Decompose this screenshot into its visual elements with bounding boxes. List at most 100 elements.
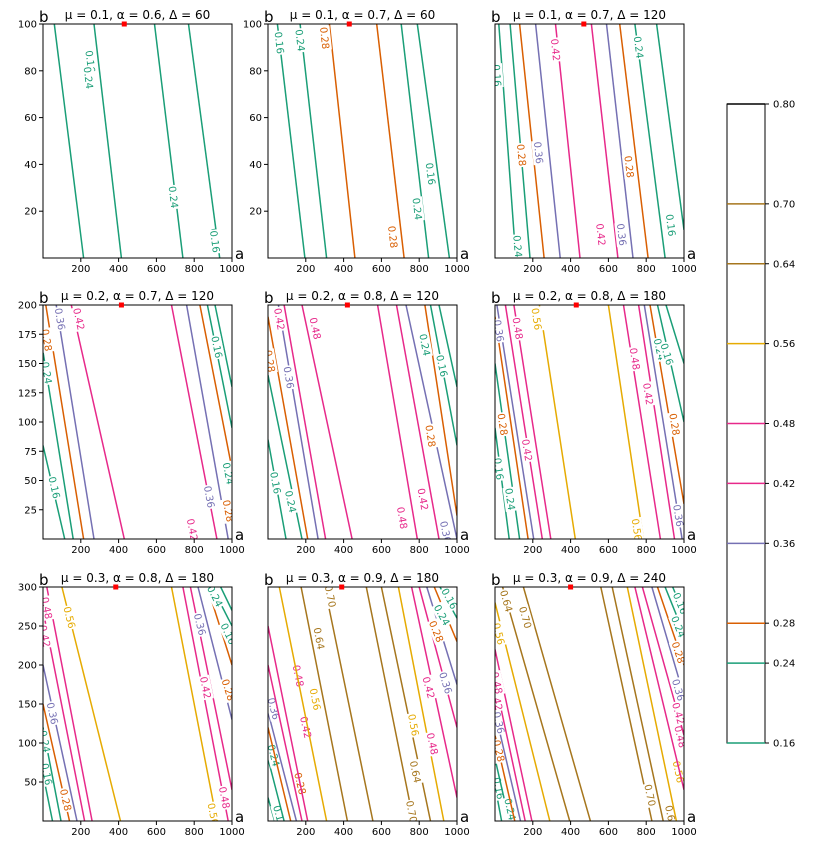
contour-line-0.16 — [220, 587, 232, 611]
contour-label: 0.36 — [670, 504, 684, 528]
panel-title: μ = 0.3, α = 0.9, Δ = 240 — [513, 571, 666, 585]
x-tick-label: 1000 — [671, 264, 696, 275]
colorbar-tick-label: 0.64 — [773, 259, 795, 270]
contour-label: 0.24 — [220, 462, 235, 486]
contour-label-bg — [45, 474, 63, 501]
contour-label: 0.36 — [531, 141, 544, 164]
contour-label-bg — [204, 801, 222, 821]
contour-label-bg — [510, 233, 525, 258]
contour-label-bg — [43, 623, 54, 650]
contour-label: 0.28 — [57, 788, 73, 812]
contour-label: 0.42 — [297, 716, 312, 740]
panel-5: 0.160.240.280.360.42 0.480.480.420.360.28… — [264, 289, 470, 556]
contour-label-bg — [438, 587, 457, 613]
contour-line-0.36 — [605, 24, 634, 258]
y-tick-label: 100 — [243, 20, 262, 31]
contour-label: 0.24 — [166, 186, 180, 209]
contour-label-bg — [663, 212, 679, 238]
contour-label-bg — [394, 505, 411, 531]
x-tick-label: 400 — [334, 545, 353, 556]
x-tick-label: 1000 — [219, 827, 244, 838]
contour-label-bg — [306, 686, 324, 713]
contour-lines: 0.16 0.24 0.28 0.28 0.24 0.16 — [272, 24, 451, 258]
x-tick-label: 800 — [410, 545, 429, 556]
contour-label-bg — [268, 469, 284, 496]
y-tick-label: 100 — [18, 20, 37, 31]
x-tick-label: 1000 — [444, 545, 469, 556]
contour-label: 0.28 — [494, 413, 508, 437]
contour-label-bg — [670, 502, 684, 529]
y-axis-label: b — [39, 8, 49, 26]
x-tick-label: 400 — [109, 827, 128, 838]
contour-label: 0.24 — [410, 197, 424, 220]
y-tick-label: 300 — [18, 583, 37, 594]
contour-label: 0.36 — [437, 520, 452, 544]
contour-label-bg — [668, 639, 684, 666]
axes-frame — [267, 304, 458, 540]
contour-label-bg — [268, 695, 283, 722]
panel-7: 0.160.240.280.360.420.48 0.560.560.480.42… — [18, 571, 245, 838]
contour-line-0.24 — [206, 305, 232, 429]
contour-label-bg — [280, 364, 297, 391]
panel-3: 0.160.240.28 0.360.420.42 0.360.280.240.16… — [491, 8, 697, 275]
contour-line-0.48 — [634, 587, 684, 790]
contour-label-bg — [497, 587, 516, 615]
contour-label: 0.42 — [197, 676, 212, 700]
contour-label-bg — [322, 587, 339, 610]
contour-label-bg — [70, 306, 88, 333]
panel-title: μ = 0.1, α = 0.6, Δ = 60 — [65, 8, 211, 22]
contour-label: 0.16 — [45, 476, 61, 500]
colorbar-tick-label: 0.48 — [773, 419, 795, 430]
contour-label-bg — [409, 196, 425, 222]
axes-frame — [494, 23, 685, 259]
contour-line-0.70 — [522, 587, 592, 821]
contour-label-bg — [422, 161, 439, 187]
y-axis-label: b — [264, 8, 274, 26]
contour-label: 0.16 — [490, 776, 505, 800]
contour-label: 0.36 — [52, 307, 66, 331]
x-tick-label: 800 — [410, 827, 429, 838]
contour-label-bg — [52, 306, 68, 332]
y-axis-label: b — [491, 8, 501, 26]
x-tick-label: 200 — [71, 545, 90, 556]
contour-label: 0.48 — [488, 671, 503, 695]
axes-frame — [494, 586, 685, 822]
contour-label-bg — [282, 488, 299, 515]
x-tick-label: 600 — [599, 545, 618, 556]
x-tick-label: 400 — [561, 264, 580, 275]
x-tick-label: 400 — [561, 545, 580, 556]
x-tick-label: 600 — [599, 827, 618, 838]
contour-label: 0.24 — [39, 361, 53, 385]
contour-label-bg — [204, 587, 226, 610]
contour-label: 0.16 — [272, 31, 286, 54]
contour-line-0.64 — [300, 587, 349, 821]
x-tick-label: 200 — [523, 545, 542, 556]
y-axis-label: b — [39, 571, 49, 589]
contour-label: 0.16 — [270, 804, 287, 828]
contour-label-bg — [44, 700, 61, 727]
contour-label-bg — [43, 595, 55, 621]
contour-label: 0.16 — [663, 214, 677, 238]
contour-label: 0.24 — [416, 333, 431, 357]
contour-label: 0.16 — [670, 591, 689, 616]
axes-frame — [42, 23, 233, 259]
y-tick-label: 125 — [18, 388, 37, 399]
contour-line-0.56 — [626, 587, 678, 821]
contour-line-0.24 — [153, 24, 184, 258]
contour-label: 0.28 — [317, 26, 330, 49]
contour-label-bg — [310, 625, 328, 652]
contour-line-0.48 — [376, 305, 419, 539]
contour-label-bg — [271, 306, 288, 332]
contour-line-0.42 — [554, 24, 581, 258]
contour-label-bg — [621, 154, 637, 180]
y-tick-label: 75 — [24, 447, 37, 458]
contour-label: 0.56 — [490, 622, 506, 646]
contour-line-0.36 — [55, 305, 95, 539]
x-tick-label: 600 — [599, 264, 618, 275]
contour-label-bg — [317, 25, 332, 51]
y-tick-label: 150 — [18, 700, 37, 711]
contour-label: 0.36 — [490, 711, 506, 735]
contour-label-bg — [43, 360, 55, 386]
